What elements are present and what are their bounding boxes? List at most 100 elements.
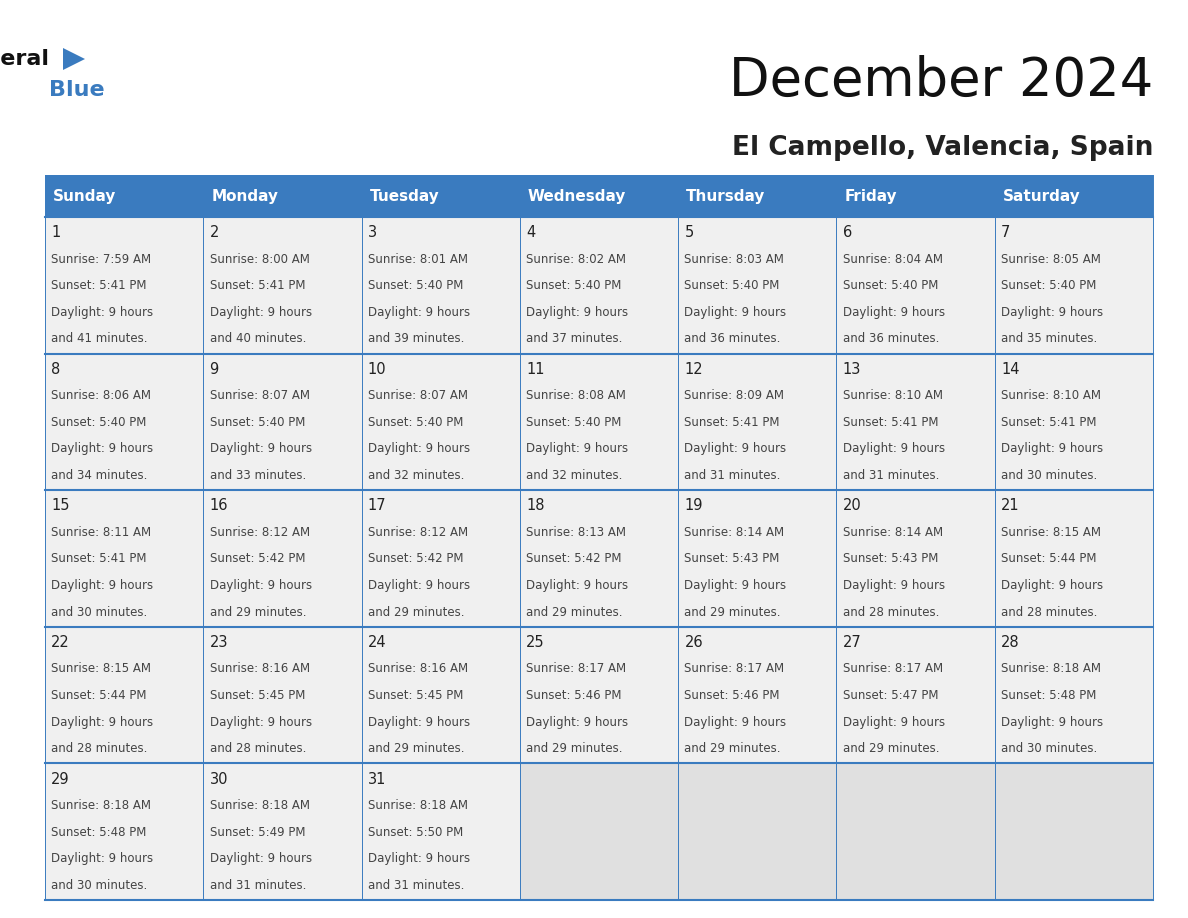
Text: Sunrise: 8:09 AM: Sunrise: 8:09 AM bbox=[684, 389, 784, 402]
Text: Sunset: 5:40 PM: Sunset: 5:40 PM bbox=[526, 416, 621, 429]
Bar bbox=[361, 490, 520, 627]
Text: and 36 minutes.: and 36 minutes. bbox=[684, 332, 781, 345]
Bar bbox=[520, 217, 678, 353]
Bar bbox=[836, 353, 994, 490]
Text: Sunrise: 8:11 AM: Sunrise: 8:11 AM bbox=[51, 526, 151, 539]
Text: and 30 minutes.: and 30 minutes. bbox=[1001, 469, 1098, 482]
Text: 3: 3 bbox=[368, 225, 377, 241]
Text: Sunset: 5:43 PM: Sunset: 5:43 PM bbox=[684, 553, 779, 565]
Bar bbox=[45, 175, 203, 217]
Text: Sunrise: 8:10 AM: Sunrise: 8:10 AM bbox=[1001, 389, 1101, 402]
Text: 2: 2 bbox=[209, 225, 219, 241]
Text: and 31 minutes.: and 31 minutes. bbox=[684, 469, 781, 482]
Bar bbox=[203, 175, 361, 217]
Text: 12: 12 bbox=[684, 362, 703, 376]
Text: Sunrise: 8:07 AM: Sunrise: 8:07 AM bbox=[368, 389, 468, 402]
Text: and 31 minutes.: and 31 minutes. bbox=[842, 469, 940, 482]
Text: Sunset: 5:42 PM: Sunset: 5:42 PM bbox=[209, 553, 305, 565]
Text: Sunset: 5:40 PM: Sunset: 5:40 PM bbox=[842, 279, 939, 292]
Text: Daylight: 9 hours: Daylight: 9 hours bbox=[368, 306, 470, 319]
Text: Sunset: 5:40 PM: Sunset: 5:40 PM bbox=[526, 279, 621, 292]
Text: and 30 minutes.: and 30 minutes. bbox=[1001, 743, 1098, 756]
Bar bbox=[678, 175, 836, 217]
Text: Daylight: 9 hours: Daylight: 9 hours bbox=[209, 579, 311, 592]
Text: General: General bbox=[0, 49, 50, 69]
Bar bbox=[361, 217, 520, 353]
Bar bbox=[678, 217, 836, 353]
Bar bbox=[203, 217, 361, 353]
Text: Daylight: 9 hours: Daylight: 9 hours bbox=[51, 306, 153, 319]
Text: Daylight: 9 hours: Daylight: 9 hours bbox=[368, 716, 470, 729]
Text: 16: 16 bbox=[209, 498, 228, 513]
Text: and 32 minutes.: and 32 minutes. bbox=[526, 469, 623, 482]
Text: Sunrise: 8:15 AM: Sunrise: 8:15 AM bbox=[1001, 526, 1101, 539]
Text: Sunset: 5:46 PM: Sunset: 5:46 PM bbox=[526, 688, 621, 702]
Text: Sunset: 5:49 PM: Sunset: 5:49 PM bbox=[209, 825, 305, 838]
Text: and 40 minutes.: and 40 minutes. bbox=[209, 332, 307, 345]
Text: and 39 minutes.: and 39 minutes. bbox=[368, 332, 465, 345]
Bar bbox=[520, 627, 678, 764]
Text: and 36 minutes.: and 36 minutes. bbox=[842, 332, 940, 345]
Text: Daylight: 9 hours: Daylight: 9 hours bbox=[526, 442, 628, 455]
Text: Sunrise: 8:17 AM: Sunrise: 8:17 AM bbox=[526, 662, 626, 676]
Bar bbox=[994, 764, 1154, 900]
Text: Sunset: 5:47 PM: Sunset: 5:47 PM bbox=[842, 688, 939, 702]
Bar bbox=[520, 353, 678, 490]
Bar bbox=[994, 353, 1154, 490]
Text: Daylight: 9 hours: Daylight: 9 hours bbox=[209, 442, 311, 455]
Text: 18: 18 bbox=[526, 498, 544, 513]
Text: Sunset: 5:40 PM: Sunset: 5:40 PM bbox=[51, 416, 146, 429]
Text: 17: 17 bbox=[368, 498, 386, 513]
Text: and 30 minutes.: and 30 minutes. bbox=[51, 606, 147, 619]
Text: Sunset: 5:46 PM: Sunset: 5:46 PM bbox=[684, 688, 781, 702]
Text: and 29 minutes.: and 29 minutes. bbox=[368, 743, 465, 756]
Text: Sunrise: 8:16 AM: Sunrise: 8:16 AM bbox=[368, 662, 468, 676]
Text: Saturday: Saturday bbox=[1003, 188, 1080, 204]
Text: 11: 11 bbox=[526, 362, 544, 376]
Text: Sunrise: 8:03 AM: Sunrise: 8:03 AM bbox=[684, 252, 784, 265]
Text: Sunrise: 8:15 AM: Sunrise: 8:15 AM bbox=[51, 662, 151, 676]
Text: Sunset: 5:41 PM: Sunset: 5:41 PM bbox=[209, 279, 305, 292]
Text: Tuesday: Tuesday bbox=[369, 188, 440, 204]
Bar bbox=[45, 490, 203, 627]
Text: and 41 minutes.: and 41 minutes. bbox=[51, 332, 147, 345]
Polygon shape bbox=[63, 48, 86, 70]
Text: Daylight: 9 hours: Daylight: 9 hours bbox=[842, 579, 944, 592]
Bar bbox=[678, 627, 836, 764]
Text: El Campello, Valencia, Spain: El Campello, Valencia, Spain bbox=[732, 135, 1154, 161]
Text: and 29 minutes.: and 29 minutes. bbox=[526, 606, 623, 619]
Text: Sunrise: 8:04 AM: Sunrise: 8:04 AM bbox=[842, 252, 943, 265]
Text: Sunset: 5:43 PM: Sunset: 5:43 PM bbox=[842, 553, 939, 565]
Text: Daylight: 9 hours: Daylight: 9 hours bbox=[1001, 442, 1104, 455]
Text: and 29 minutes.: and 29 minutes. bbox=[842, 743, 940, 756]
Text: 23: 23 bbox=[209, 635, 228, 650]
Text: Wednesday: Wednesday bbox=[527, 188, 626, 204]
Text: Sunset: 5:40 PM: Sunset: 5:40 PM bbox=[209, 416, 305, 429]
Text: Daylight: 9 hours: Daylight: 9 hours bbox=[368, 442, 470, 455]
Text: Sunset: 5:40 PM: Sunset: 5:40 PM bbox=[368, 279, 463, 292]
Text: and 29 minutes.: and 29 minutes. bbox=[684, 743, 781, 756]
Text: Sunrise: 8:16 AM: Sunrise: 8:16 AM bbox=[209, 662, 310, 676]
Text: 15: 15 bbox=[51, 498, 70, 513]
Text: Daylight: 9 hours: Daylight: 9 hours bbox=[51, 579, 153, 592]
Text: Sunrise: 8:18 AM: Sunrise: 8:18 AM bbox=[209, 799, 310, 812]
Text: Sunset: 5:42 PM: Sunset: 5:42 PM bbox=[526, 553, 621, 565]
Text: Sunrise: 8:18 AM: Sunrise: 8:18 AM bbox=[368, 799, 468, 812]
Text: 4: 4 bbox=[526, 225, 536, 241]
Text: 6: 6 bbox=[842, 225, 852, 241]
Text: Daylight: 9 hours: Daylight: 9 hours bbox=[368, 579, 470, 592]
Bar bbox=[361, 353, 520, 490]
Text: Sunrise: 8:06 AM: Sunrise: 8:06 AM bbox=[51, 389, 151, 402]
Bar bbox=[678, 490, 836, 627]
Text: and 29 minutes.: and 29 minutes. bbox=[368, 606, 465, 619]
Text: Daylight: 9 hours: Daylight: 9 hours bbox=[684, 306, 786, 319]
Text: 8: 8 bbox=[51, 362, 61, 376]
Text: Daylight: 9 hours: Daylight: 9 hours bbox=[1001, 579, 1104, 592]
Text: 24: 24 bbox=[368, 635, 386, 650]
Text: and 31 minutes.: and 31 minutes. bbox=[368, 879, 465, 891]
Text: Daylight: 9 hours: Daylight: 9 hours bbox=[1001, 306, 1104, 319]
Text: Sunset: 5:40 PM: Sunset: 5:40 PM bbox=[684, 279, 779, 292]
Bar bbox=[203, 353, 361, 490]
Text: and 28 minutes.: and 28 minutes. bbox=[209, 743, 307, 756]
Text: Daylight: 9 hours: Daylight: 9 hours bbox=[1001, 716, 1104, 729]
